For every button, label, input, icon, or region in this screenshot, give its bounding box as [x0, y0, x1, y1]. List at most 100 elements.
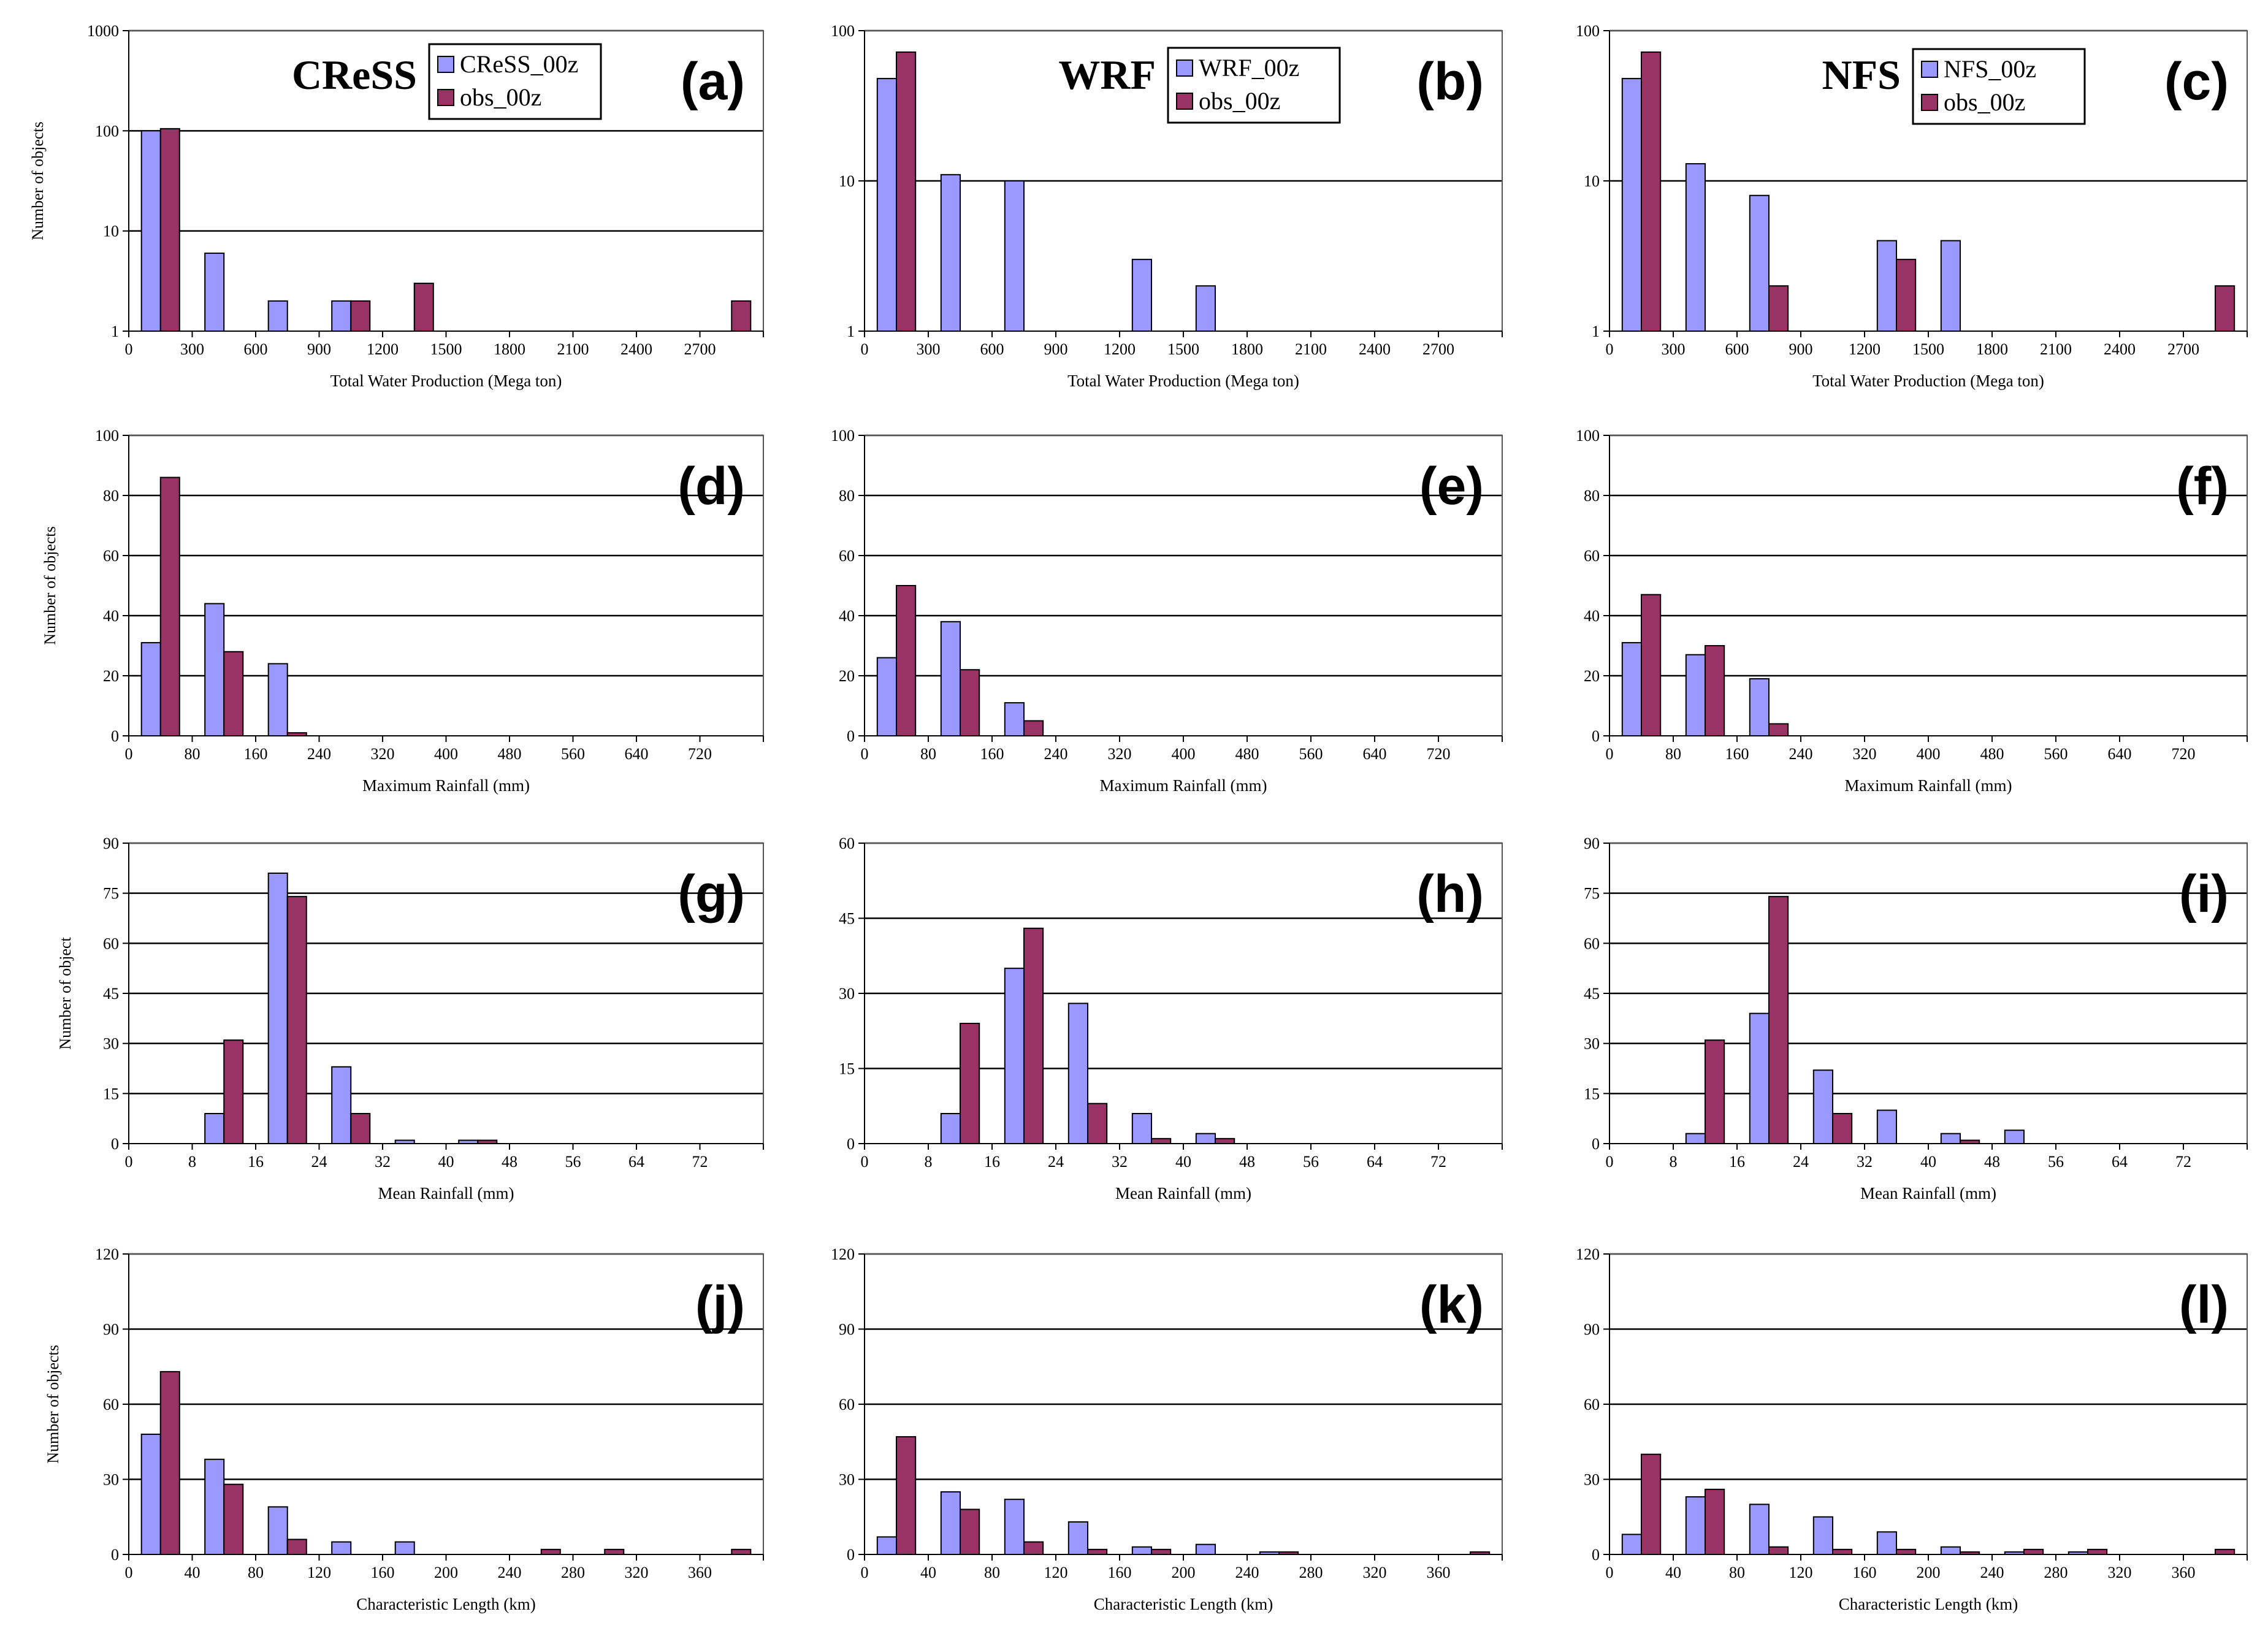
x-tick-label: 1800: [494, 340, 525, 358]
x-tick-label: 1800: [1231, 340, 1263, 358]
x-tick-label: 360: [688, 1564, 712, 1581]
x-tick-label: 240: [1789, 745, 1813, 763]
x-tick-label: 640: [1363, 745, 1387, 763]
x-tick-label: 300: [1662, 340, 1686, 358]
x-tick-label: 320: [371, 745, 395, 763]
y-tick-label: 60: [103, 1396, 119, 1413]
bar-c-model-bin-5: [1940, 240, 1961, 332]
legend-entry-obs: obs_00z: [1199, 87, 1280, 115]
x-tick-label: 16: [248, 1153, 264, 1171]
bar-j-obs-bin-2: [286, 1539, 307, 1555]
bar-j-obs-bin-9: [731, 1548, 752, 1555]
x-tick-label: 320: [625, 1564, 649, 1581]
x-tick-label: 600: [1725, 340, 1749, 358]
bar-l-obs-bin-0: [1641, 1453, 1662, 1556]
bar-i-obs-bin-3: [1832, 1113, 1853, 1144]
chart-panel-h: 0 15 30 45 60 0 8 16 24 32 40 48 56 64 72 Mean Rainfall…: [839, 835, 1503, 1202]
x-tick-label: 80: [185, 745, 200, 763]
x-tick-label: 240: [1044, 745, 1068, 763]
x-tick-label: 8: [925, 1153, 933, 1171]
y-tick-label: 90: [1584, 835, 1600, 852]
bar-g-obs-bin-3: [350, 1113, 371, 1144]
x-tick-label: 40: [1920, 1153, 1936, 1171]
y-tick-label: 40: [103, 607, 119, 625]
legend-entry-obs: obs_00z: [1944, 88, 2025, 116]
x-axis-label: Characteristic Length (km): [1094, 1595, 1273, 1613]
bar-l-obs-bin-3: [1832, 1548, 1853, 1555]
x-tick-label: 0: [861, 1153, 869, 1171]
x-tick-label: 48: [502, 1153, 517, 1171]
bar-l-model-bin-2: [1749, 1504, 1770, 1555]
x-tick-label: 80: [1729, 1564, 1745, 1581]
y-tick-label: 100: [1576, 22, 1600, 40]
x-tick-label: 200: [434, 1564, 458, 1581]
x-tick-label: 1200: [1849, 340, 1880, 358]
bar-c-model-bin-2: [1749, 194, 1770, 332]
y-tick-label: 100: [95, 427, 119, 445]
x-tick-label: 480: [1235, 745, 1259, 763]
x-tick-label: 16: [984, 1153, 1000, 1171]
chart-panel-a: 1 10 100 1000 0 300 600 900 1200 1500 1800 2100 2400…: [29, 22, 764, 390]
x-tick-label: 300: [917, 340, 941, 358]
x-tick-label: 240: [307, 745, 331, 763]
y-tick-label: 0: [847, 1135, 855, 1153]
bar-d-model-bin-2: [267, 663, 288, 737]
y-tick-label: 80: [1584, 487, 1600, 505]
panel-label: (i): [2179, 865, 2229, 923]
bar-j-model-bin-0: [140, 1434, 161, 1555]
bar-j-obs-bin-7: [604, 1548, 625, 1555]
x-tick-label: 400: [434, 745, 458, 763]
x-tick-label: 280: [561, 1564, 585, 1581]
panel-label: (h): [1416, 865, 1484, 923]
x-tick-label: 900: [1044, 340, 1068, 358]
bar-a-model-bin-2: [267, 300, 288, 332]
bar-i-model-bin-6: [2004, 1130, 2025, 1144]
y-tick-label: 0: [111, 1546, 119, 1564]
x-tick-label: 0: [1606, 745, 1614, 763]
bar-l-obs-bin-7: [2087, 1548, 2108, 1555]
bar-a-obs-bin-0: [159, 128, 180, 332]
x-tick-label: 64: [628, 1153, 644, 1171]
bar-l-model-bin-1: [1685, 1496, 1706, 1555]
x-tick-label: 8: [188, 1153, 196, 1171]
y-tick-label: 40: [1584, 607, 1600, 625]
x-tick-label: 72: [692, 1153, 708, 1171]
x-tick-label: 720: [688, 745, 712, 763]
bar-c-model-bin-4: [1876, 240, 1898, 332]
y-tick-label: 1: [847, 323, 855, 340]
y-tick-label: 40: [839, 607, 855, 625]
y-tick-label: 15: [839, 1060, 855, 1078]
bar-j-model-bin-2: [267, 1506, 288, 1556]
y-tick-label: 10: [103, 223, 119, 240]
y-tick-label: 20: [839, 667, 855, 685]
x-tick-label: 24: [1793, 1153, 1809, 1171]
bar-g-model-bin-2: [267, 873, 288, 1144]
y-tick-label: 45: [103, 985, 119, 1003]
bar-d-obs-bin-1: [223, 651, 244, 737]
bar-l-obs-bin-6: [2023, 1548, 2044, 1555]
x-tick-label: 0: [1606, 340, 1614, 358]
bar-h-model-bin-1: [940, 1113, 961, 1144]
y-tick-label: 30: [839, 985, 855, 1003]
x-axis-label: Maximum Rainfall (mm): [362, 776, 530, 795]
bar-c-obs-bin-9: [2215, 285, 2236, 332]
x-tick-label: 240: [498, 1564, 522, 1581]
x-tick-label: 320: [1853, 745, 1877, 763]
bar-l-obs-bin-4: [1896, 1548, 1917, 1555]
y-tick-label: 10: [839, 172, 855, 190]
bar-a-obs-bin-9: [731, 300, 752, 332]
y-tick-label: 1: [1592, 323, 1600, 340]
panel-label: (l): [2179, 1275, 2229, 1334]
legend-swatch-obs: [1921, 94, 1938, 111]
y-tick-label: 60: [103, 547, 119, 565]
model-title: WRF: [1058, 52, 1156, 98]
bar-i-obs-bin-1: [1705, 1039, 1725, 1144]
x-tick-label: 72: [1430, 1153, 1446, 1171]
y-axis-label: Number of objects: [29, 121, 47, 240]
bar-h-obs-bin-5: [1215, 1137, 1235, 1145]
x-tick-label: 240: [1235, 1564, 1259, 1581]
model-title: CReSS: [292, 52, 417, 98]
legend-swatch-model: [1921, 61, 1938, 78]
panel-label: (e): [1419, 457, 1484, 516]
